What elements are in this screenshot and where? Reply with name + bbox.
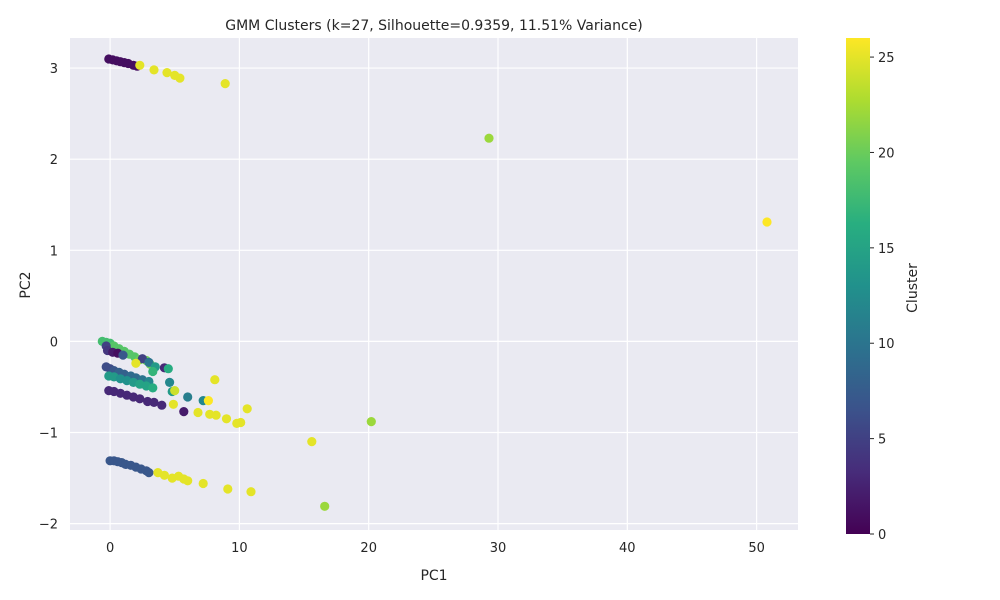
scatter-point (320, 501, 330, 511)
x-tick-label: 20 (360, 541, 377, 556)
scatter-point (149, 65, 159, 75)
x-axis-label: PC1 (420, 568, 447, 584)
scatter-point (144, 468, 154, 478)
scatter-point (144, 357, 154, 367)
x-tick-label: 10 (231, 541, 248, 556)
colorbar-tick-label: 25 (878, 51, 895, 66)
scatter-point (168, 399, 178, 409)
y-tick-label: 2 (50, 153, 58, 168)
scatter-point (762, 217, 772, 227)
scatter-point (366, 417, 376, 427)
scatter-points (97, 54, 772, 511)
scatter-point (183, 392, 193, 402)
scatter-point (221, 414, 232, 424)
scatter-point (223, 484, 233, 494)
scatter-point (135, 394, 145, 404)
plot-background (70, 38, 798, 530)
scatter-point (165, 377, 175, 387)
scatter-point (307, 437, 317, 447)
scatter-point (170, 386, 180, 396)
scatter-point (236, 417, 246, 428)
colorbar-ticks: 0 5 10 15 20 25 (870, 51, 895, 543)
scatter-point (159, 470, 169, 480)
x-tick-label: 30 (490, 541, 507, 556)
y-tick-labels: −2 −1 0 1 2 3 (39, 62, 58, 533)
colorbar (846, 38, 870, 534)
y-tick-label: −2 (39, 518, 58, 533)
x-tick-label: 50 (748, 541, 765, 556)
scatter-point (148, 366, 158, 377)
y-axis-label: PC2 (18, 271, 34, 298)
y-tick-label: −1 (39, 427, 58, 442)
scatter-point (203, 396, 213, 406)
scatter-point (148, 383, 158, 393)
x-tick-label: 0 (106, 541, 114, 556)
x-tick-labels: 0 10 20 30 40 50 (106, 541, 765, 556)
scatter-point (193, 407, 203, 418)
x-tick-label: 40 (619, 541, 636, 556)
scatter-point (162, 68, 172, 78)
scatter-point (484, 133, 494, 143)
y-tick-label: 3 (50, 62, 58, 77)
colorbar-tick-label: 15 (878, 242, 895, 257)
scatter-point (220, 79, 230, 89)
scatter-point (149, 397, 159, 407)
scatter-point (157, 400, 167, 410)
colorbar-tick-label: 10 (878, 337, 895, 352)
scatter-point (210, 375, 220, 385)
scatter-point (183, 476, 193, 486)
scatter-point (179, 407, 189, 417)
y-tick-label: 1 (50, 244, 58, 259)
y-tick-label: 0 (50, 335, 58, 350)
scatter-point (175, 73, 185, 83)
scatter-point (131, 358, 141, 368)
colorbar-label: Cluster (905, 263, 921, 313)
scatter-point (135, 60, 145, 70)
scatter-point (211, 410, 221, 420)
scatter-point (118, 350, 128, 360)
scatter-point (242, 404, 252, 414)
colorbar-tick-label: 0 (878, 528, 886, 543)
colorbar-tick-label: 5 (878, 433, 886, 448)
chart-title: GMM Clusters (k=27, Silhouette=0.9359, 1… (225, 18, 642, 34)
scatter-point (198, 478, 208, 489)
grid-lines (70, 38, 798, 530)
scatter-point (163, 364, 173, 374)
colorbar-tick-label: 20 (878, 146, 895, 161)
scatter-point (246, 487, 256, 497)
